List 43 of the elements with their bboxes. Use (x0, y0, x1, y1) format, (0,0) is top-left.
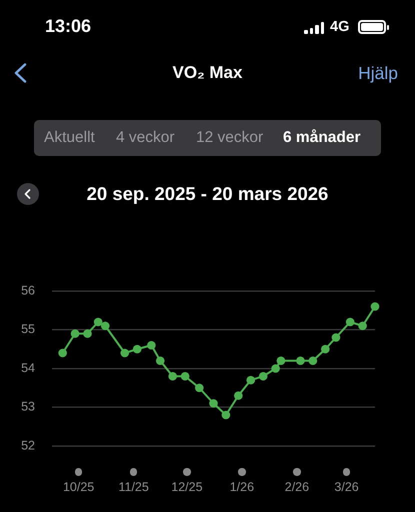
point (246, 376, 256, 384)
point (332, 333, 340, 342)
point (209, 399, 218, 408)
point (156, 356, 165, 366)
x-tick-label: 1/26 (230, 480, 254, 494)
point (195, 384, 204, 392)
y-tick-label: 52 (21, 438, 36, 452)
point (180, 372, 190, 381)
y-tick-label: 54 (21, 360, 36, 375)
point (271, 364, 280, 373)
point (321, 344, 330, 354)
x-tick-label: 12/25 (171, 480, 203, 494)
x-tick-label: 3/26 (334, 480, 359, 494)
point (58, 348, 67, 358)
y-tick-label: 56 (21, 283, 36, 298)
point (70, 329, 80, 338)
point (147, 340, 156, 350)
point (132, 344, 142, 354)
point (83, 329, 92, 338)
point (296, 356, 305, 366)
point (234, 391, 243, 400)
point (120, 348, 130, 358)
point (346, 318, 354, 326)
x-tick-label: 2/26 (284, 480, 310, 494)
point (258, 372, 268, 381)
point (370, 302, 380, 311)
text: 13:06 (45, 16, 92, 37)
chart-subtitle: 20 sep. 2025 - 20 mars 2026 (86, 183, 328, 204)
point (94, 318, 102, 326)
point (358, 322, 367, 330)
point (168, 372, 177, 381)
chart-title: VO₂ Max (172, 63, 242, 82)
point (308, 356, 318, 366)
point (276, 356, 286, 366)
text: 4G (330, 19, 350, 36)
point (222, 410, 230, 420)
x-tick-label: 10/25 (62, 480, 94, 494)
y-tick-label: 53 (21, 400, 36, 414)
point (100, 322, 110, 330)
text: Hjälp (358, 63, 398, 84)
segmented-control: Aktuellt 4 veckor 12 veckor 6 månader (34, 120, 381, 156)
y-tick-label: 55 (21, 322, 36, 336)
x-tick-label: 11/25 (118, 480, 149, 494)
